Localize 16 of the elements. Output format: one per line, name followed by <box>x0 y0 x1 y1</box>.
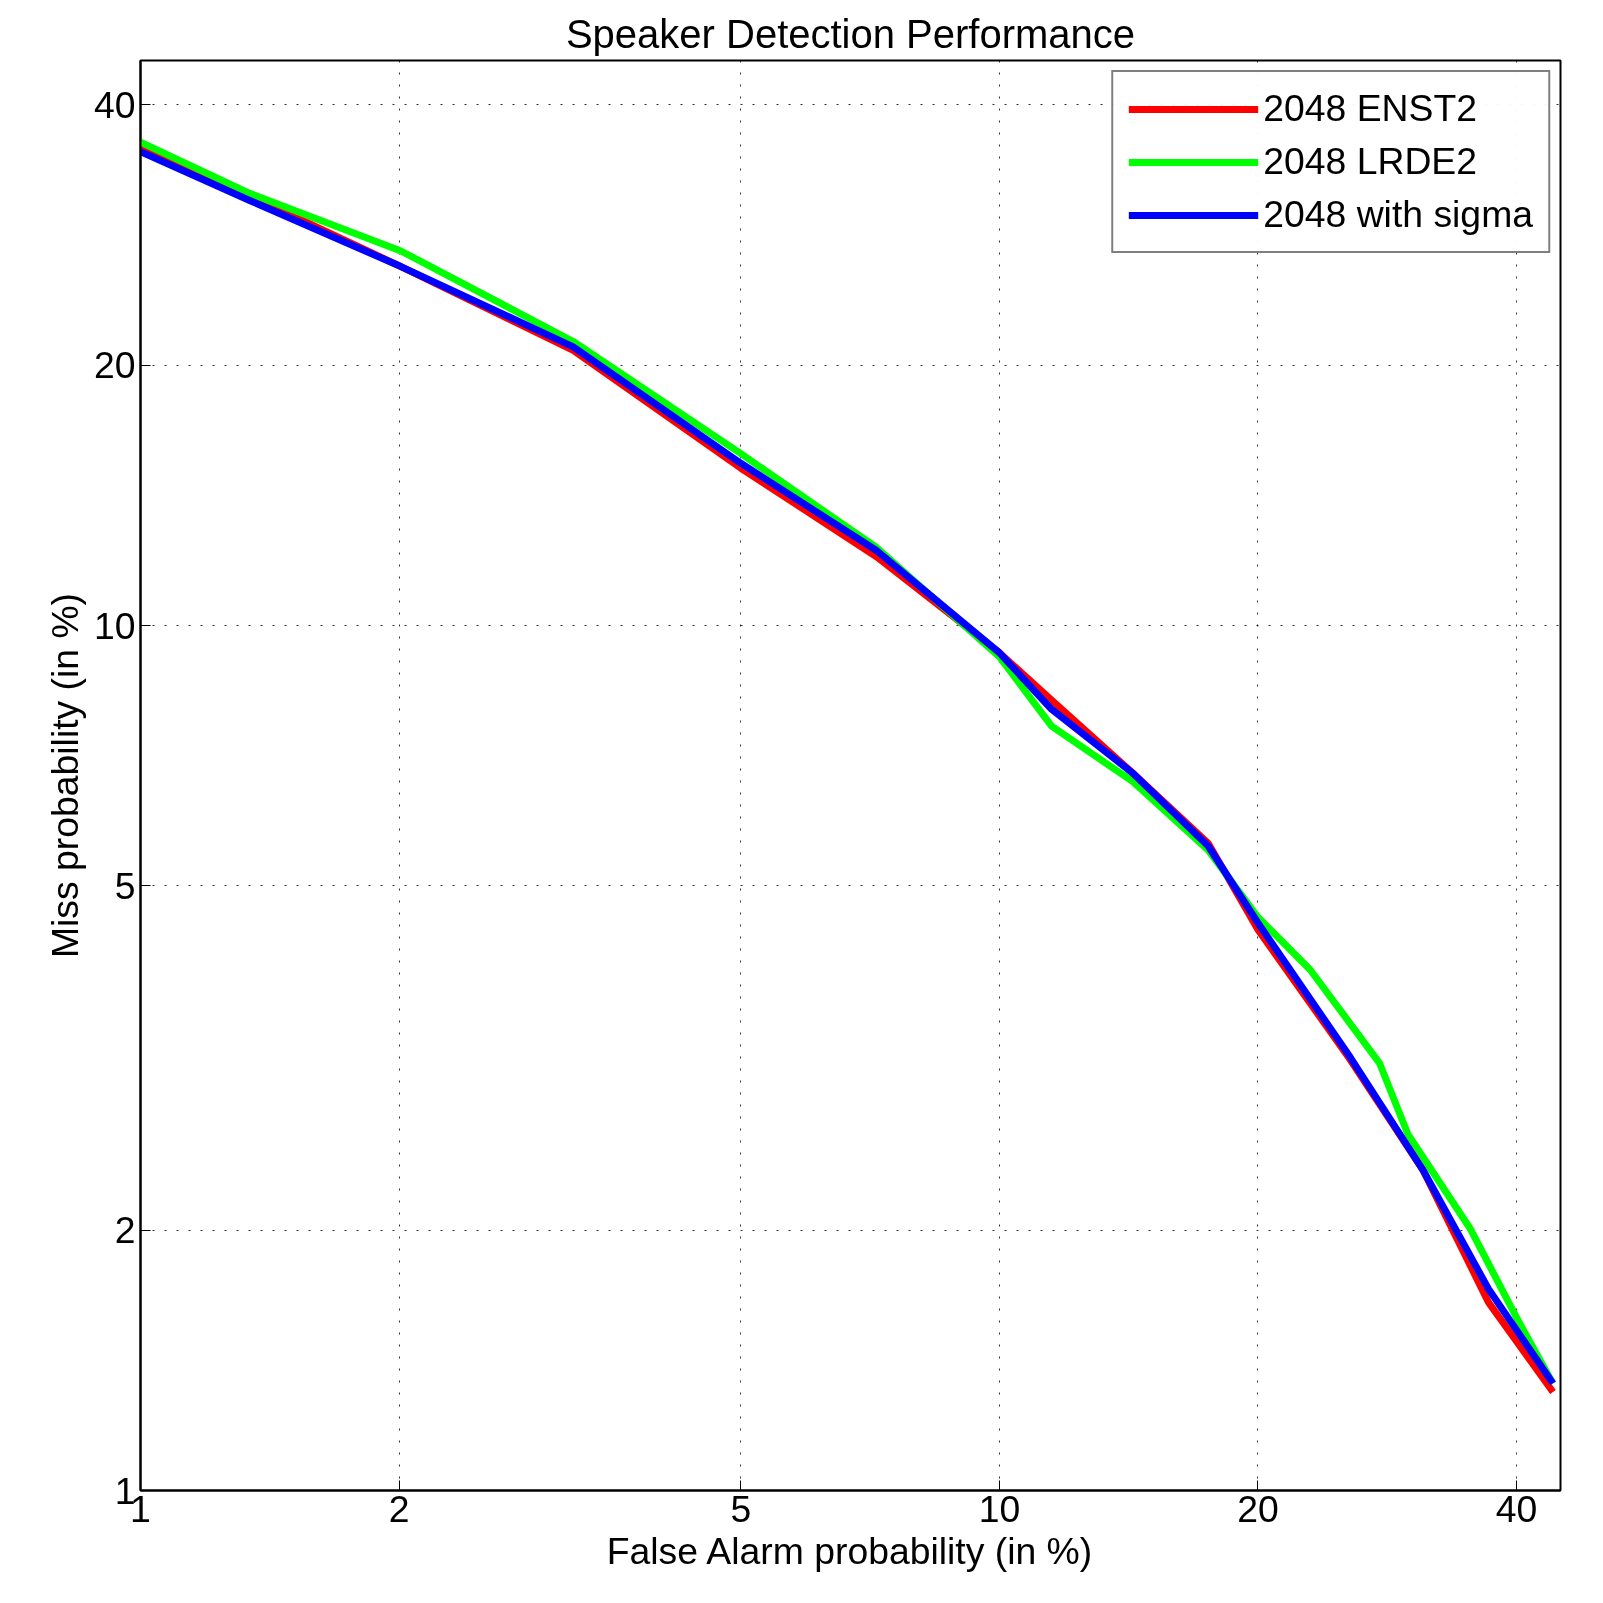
y-axis-title: Miss probability (in %) <box>43 592 86 959</box>
y-tick-label: 2 <box>114 1209 136 1252</box>
x-axis-title: False Alarm probability (in %) <box>606 1529 1093 1572</box>
y-tick-label: 5 <box>114 864 136 907</box>
x-tick-label: 20 <box>1237 1487 1279 1530</box>
legend-label: 2048 ENST2 <box>1263 87 1477 130</box>
x-tick-label: 40 <box>1495 1487 1538 1530</box>
chart-title: Speaker Detection Performance <box>565 11 1136 56</box>
x-tick-label: 5 <box>730 1487 752 1530</box>
y-tick-label: 40 <box>93 83 136 126</box>
y-tick-label: 20 <box>93 344 136 387</box>
x-tick-label: 10 <box>978 1487 1021 1530</box>
x-tick-label: 2 <box>388 1487 410 1530</box>
legend-label: 2048 LRDE2 <box>1263 140 1477 183</box>
y-tick-label: 10 <box>93 604 136 647</box>
legend-label: 2048 with sigma <box>1263 193 1533 236</box>
